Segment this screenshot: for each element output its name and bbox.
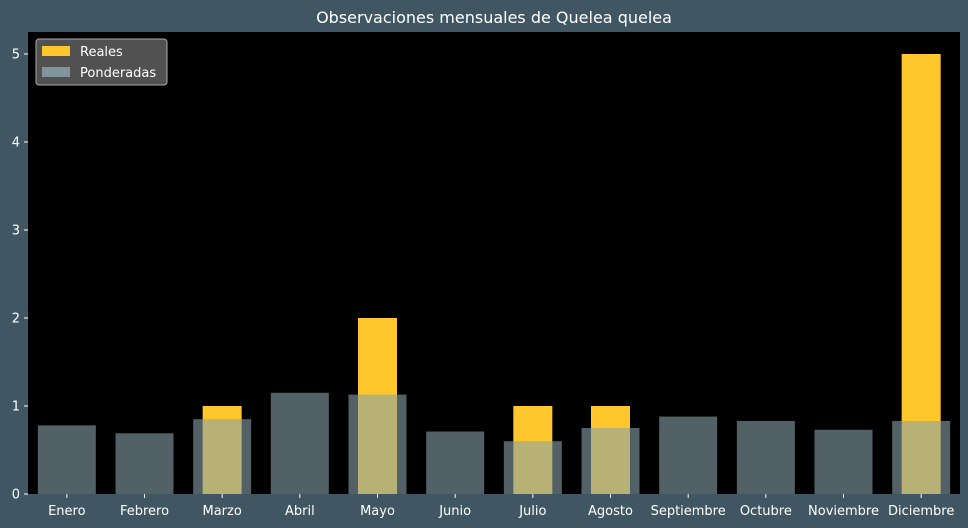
bar-ponderadas-julio [503, 441, 562, 494]
x-tick-label: Marzo [203, 504, 242, 519]
x-tick-label: Septiembre [651, 504, 726, 519]
legend-label: Ponderadas [80, 66, 156, 81]
y-tick-label: 1 [12, 400, 20, 415]
bar-ponderadas-mayo [348, 394, 407, 494]
bar-ponderadas-marzo [193, 419, 252, 494]
bar-ponderadas-septiembre [659, 416, 718, 494]
series-ponderadas [37, 392, 951, 494]
legend: Reales Ponderadas [35, 38, 168, 86]
x-tick-label: Agosto [588, 504, 633, 519]
x-tick-label: Octubre [740, 504, 792, 519]
x-tick-label: Febrero [120, 504, 169, 519]
bar-ponderadas-diciembre [892, 420, 951, 494]
x-tick-label: Enero [48, 504, 86, 519]
bar-ponderadas-octubre [736, 420, 795, 494]
x-axis: Enero Febrero Marzo Abril Mayo Junio Julio Agos… [48, 494, 954, 519]
chart-title: Observaciones mensuales de Quelea quelea [316, 8, 672, 27]
x-tick-label: Mayo [360, 504, 395, 519]
x-tick-label: Diciembre [888, 504, 954, 519]
bar-reales-diciembre [901, 54, 941, 494]
y-tick-label: 0 [12, 488, 20, 503]
x-tick-label: Julio [518, 504, 546, 519]
x-tick-label: Junio [438, 504, 471, 519]
x-tick-label: Abril [285, 504, 315, 519]
y-axis: 0 1 2 3 4 5 [12, 48, 28, 503]
bar-ponderadas-noviembre [814, 429, 873, 494]
y-tick-label: 4 [12, 136, 20, 151]
y-tick-label: 5 [12, 48, 20, 63]
y-tick-label: 3 [12, 224, 20, 239]
bar-ponderadas-agosto [581, 428, 640, 494]
legend-swatch [42, 67, 70, 77]
legend-label: Reales [80, 45, 123, 60]
x-tick-label: Noviembre [808, 504, 879, 519]
bar-ponderadas-abril [270, 392, 329, 494]
y-tick-label: 2 [12, 312, 20, 327]
bar-ponderadas-enero [37, 425, 96, 494]
bar-ponderadas-junio [426, 431, 485, 494]
legend-swatch [42, 46, 70, 56]
plot-area [28, 32, 960, 494]
bar-ponderadas-febrero [115, 433, 174, 494]
